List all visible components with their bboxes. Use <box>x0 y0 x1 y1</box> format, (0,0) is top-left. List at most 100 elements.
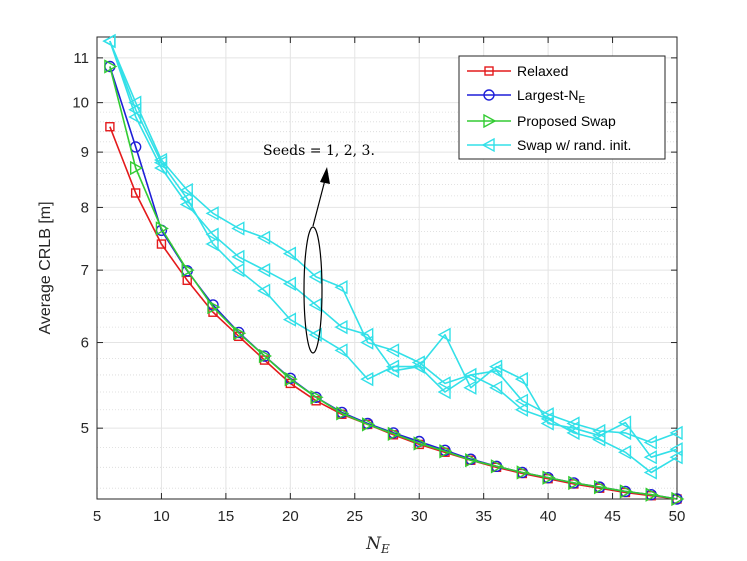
data-point-4-15 <box>489 359 503 374</box>
x-axis-label-sub: E <box>380 542 390 556</box>
data-point-3-22 <box>669 425 683 441</box>
series-line-5 <box>109 40 678 474</box>
y-tick-label-6: 6 <box>81 335 89 352</box>
x-tick-label-25: 25 <box>346 508 363 525</box>
data-point-2-15 <box>490 459 505 474</box>
data-point-2-9 <box>336 406 350 421</box>
data-point-5-12 <box>411 359 425 374</box>
series-line-0 <box>109 126 678 500</box>
series-2 <box>104 59 685 507</box>
data-point-3-7 <box>282 246 297 261</box>
x-tick-label-30: 30 <box>411 508 428 525</box>
data-point-5-6 <box>257 283 271 298</box>
data-point-2-5 <box>233 326 247 341</box>
legend-marker-random <box>481 137 495 153</box>
data-point-4-8 <box>308 297 322 313</box>
data-point-3-3 <box>179 182 193 198</box>
plot-area <box>96 36 678 500</box>
x-axis-label: NE <box>365 534 390 556</box>
data-point-5-4 <box>205 236 219 252</box>
x-tick-label-10: 10 <box>153 508 170 525</box>
y-tick-label-9: 9 <box>81 144 89 161</box>
data-point-4-7 <box>282 276 297 291</box>
data-point-2-19 <box>593 479 608 495</box>
data-point-2-6 <box>258 348 273 364</box>
data-point-5-9 <box>334 343 348 358</box>
data-point-4-6 <box>257 262 271 278</box>
data-point-4-21 <box>643 450 657 465</box>
x-tick-label-50: 50 <box>669 508 686 525</box>
data-point-5-7 <box>282 312 297 327</box>
data-point-5-3 <box>179 191 193 206</box>
y-axis-label: Average CRLB [m] <box>37 201 54 334</box>
legend-label-largest-sub: E <box>578 95 585 106</box>
y-tick-label-5: 5 <box>81 420 89 437</box>
data-point-4-5 <box>231 249 245 265</box>
data-point-3-8 <box>308 269 322 285</box>
legend-label-relaxed: Relaxed <box>517 63 568 79</box>
data-point-4-9 <box>334 319 348 335</box>
data-point-2-8 <box>310 390 324 405</box>
x-tick-label-35: 35 <box>475 508 492 525</box>
seeds-annotation-text: Seeds = 1, 2, 3. <box>263 143 375 159</box>
data-point-2-3 <box>181 262 195 278</box>
seeds-arrow-line <box>312 179 326 227</box>
legend-item-relaxed: Relaxed <box>467 63 568 79</box>
series-line-2 <box>109 66 678 500</box>
data-point-5-1 <box>128 102 142 117</box>
data-point-5-22 <box>669 450 683 465</box>
seeds-ellipse <box>303 226 323 354</box>
data-point-2-0 <box>104 59 118 74</box>
series-5 <box>102 33 683 480</box>
data-point-4-20 <box>617 415 632 430</box>
legend-label-largest-main: Largest-N <box>517 87 578 103</box>
data-point-2-14 <box>465 453 479 468</box>
data-point-2-12 <box>413 436 427 451</box>
axis-ticks: 5 6 7 8 9 10 11 5 10 15 20 25 30 35 40 45 50 <box>72 37 685 525</box>
data-point-5-18 <box>566 425 580 441</box>
data-point-3-4 <box>205 206 219 221</box>
data-point-0-1 <box>130 188 141 198</box>
y-tick-label-8: 8 <box>81 199 89 216</box>
data-point-5-21 <box>643 465 657 480</box>
y-tick-label-11: 11 <box>73 50 89 67</box>
legend-label-random: Swap w/ rand. init. <box>517 137 631 153</box>
data-point-5-8 <box>308 327 322 342</box>
data-point-5-15 <box>489 380 503 395</box>
data-point-5-16 <box>514 402 529 417</box>
series-line-4 <box>109 40 678 459</box>
data-point-4-16 <box>514 371 529 387</box>
y-tick-label-7: 7 <box>81 262 89 279</box>
legend-marker-proposed <box>483 113 497 129</box>
data-point-4-14 <box>463 380 477 395</box>
data-point-3-16 <box>514 393 529 408</box>
data-point-4-1 <box>128 109 142 125</box>
data-point-4-10 <box>360 327 374 342</box>
data-point-3-11 <box>385 343 400 358</box>
data-point-2-21 <box>645 487 659 502</box>
legend-marker-largest <box>483 89 495 101</box>
x-tick-label-15: 15 <box>218 508 235 525</box>
data-point-2-1 <box>129 160 144 176</box>
seeds-annotation: Seeds = 1, 2, 3. <box>263 143 375 354</box>
data-point-2-20 <box>619 484 633 499</box>
legend: Relaxed Largest-NE Proposed Swap Swap w/… <box>458 55 666 160</box>
data-point-4-13 <box>437 327 451 342</box>
data-point-2-16 <box>516 465 530 480</box>
x-tick-label-5: 5 <box>93 508 101 525</box>
data-point-5-14 <box>463 367 477 383</box>
seeds-arrow-head <box>320 167 330 184</box>
data-point-2-18 <box>568 475 582 491</box>
legend-item-largest: Largest-NE <box>467 87 585 106</box>
data-point-5-10 <box>360 371 374 387</box>
data-point-3-6 <box>257 230 271 245</box>
data-point-4-22 <box>669 442 683 457</box>
data-point-3-21 <box>643 435 657 450</box>
data-point-3-20 <box>617 425 632 441</box>
series-line-3 <box>109 40 678 444</box>
x-tick-label-40: 40 <box>540 508 557 525</box>
data-point-5-2 <box>153 155 168 170</box>
data-point-2-13 <box>439 444 453 459</box>
legend-item-proposed: Proposed Swap <box>467 113 616 129</box>
